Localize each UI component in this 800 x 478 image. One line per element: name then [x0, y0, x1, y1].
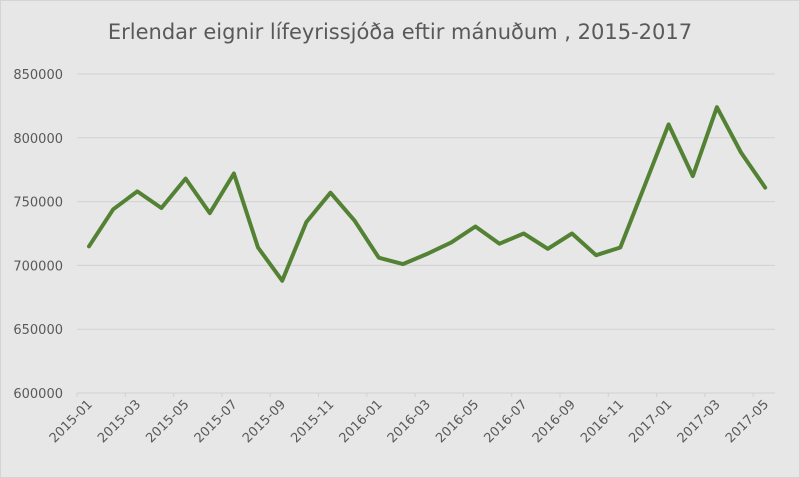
x-tick-label: 2016-01: [337, 397, 386, 446]
x-tick-label: 2016-05: [433, 397, 482, 446]
gridlines: [77, 73, 775, 394]
x-tick-label: 2016-09: [530, 397, 579, 446]
y-tick-label: 700000: [13, 259, 63, 274]
y-tick-label: 600000: [13, 387, 63, 402]
x-tick-label: 2015-07: [192, 397, 241, 446]
y-tick-label: 850000: [13, 68, 63, 83]
x-tick-label: 2017-01: [626, 397, 675, 446]
y-tick-label: 750000: [13, 196, 63, 211]
x-tick-label: 2017-05: [723, 397, 772, 446]
x-axis: 2015-01 2015-03 2015-05 2015-07 2015-09 2015-…: [47, 393, 772, 446]
x-tick-label: 2016-11: [578, 397, 627, 446]
x-tick-label: 2015-09: [240, 397, 289, 446]
x-tick-label: 2015-05: [143, 397, 192, 446]
x-tick-label: 2015-03: [95, 397, 144, 446]
x-tick-label: 2015-11: [288, 397, 337, 446]
y-tick-label: 800000: [13, 132, 63, 147]
x-tick-label: 2015-01: [47, 397, 96, 446]
x-tick-label: 2016-03: [385, 397, 434, 446]
x-tick-label: 2017-03: [675, 397, 724, 446]
series-line: [87, 105, 768, 283]
chart-title: Erlendar eignir lífeyrissjóða eftir mánu…: [107, 20, 693, 44]
y-axis-labels: 600000 650000 700000 750000 800000 850000: [13, 68, 63, 402]
y-tick-label: 650000: [13, 323, 63, 338]
x-tick-label: 2016-07: [482, 397, 531, 446]
data-series: [87, 105, 768, 283]
